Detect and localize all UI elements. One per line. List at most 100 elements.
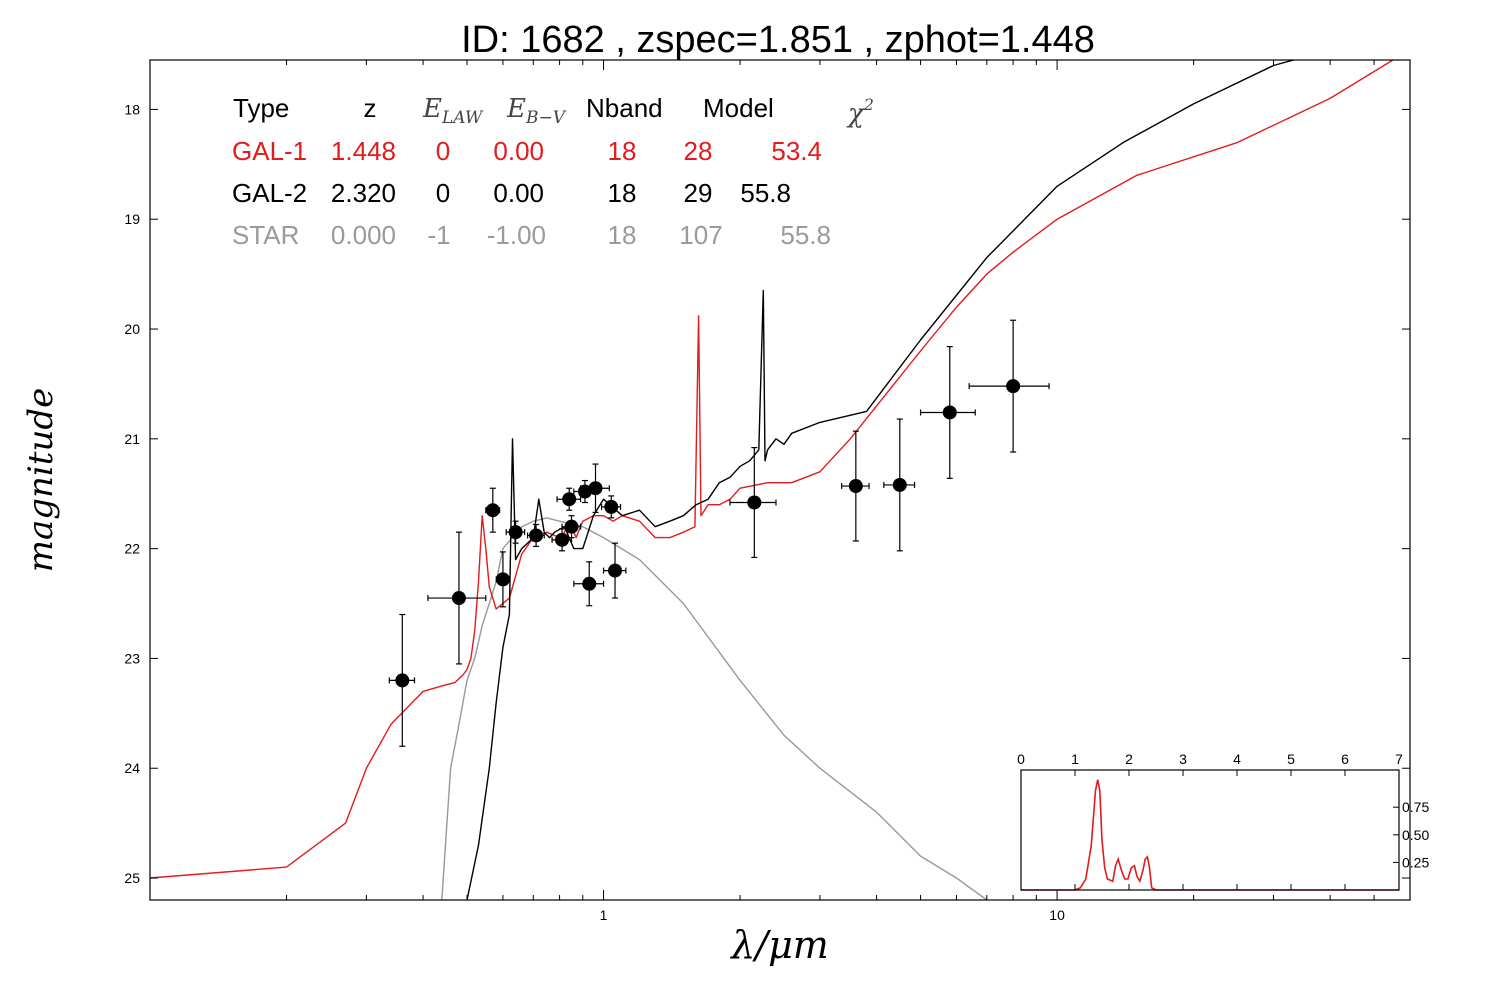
row-elaw: -1 — [427, 220, 450, 250]
pdz-x-tick-label: 5 — [1287, 751, 1295, 767]
row-ebv: 0.00 — [493, 178, 544, 208]
photometry-marker — [529, 528, 544, 543]
sed-line-gal-2 — [466, 60, 1375, 900]
table-header-nband: Nband — [586, 93, 663, 123]
pdz-x-tick-label: 2 — [1125, 751, 1133, 767]
table-header-chi2: χ2 — [846, 95, 874, 129]
pdz-x-tick-label: 3 — [1179, 751, 1187, 767]
table-header-type: Type — [233, 93, 289, 123]
row-model: 107 — [679, 220, 722, 250]
row-z: 0.000 — [331, 220, 396, 250]
photometry-point — [495, 551, 510, 608]
table-header-model: Model — [703, 93, 774, 123]
photometry-marker — [508, 525, 523, 540]
photometry-point — [729, 447, 777, 559]
photometry-point — [841, 430, 870, 542]
x-tick-label: 10 — [1049, 907, 1065, 923]
photometry-marker — [588, 481, 603, 496]
photometry-marker — [555, 532, 570, 547]
photometry-point — [968, 319, 1050, 453]
pdz-inset-background — [1021, 770, 1399, 890]
photometry-point — [526, 523, 545, 548]
photometry-marker — [495, 572, 510, 587]
table-row-gal1: GAL-1 1.448 0 0.00 18 28 53.4 — [232, 136, 822, 166]
pdz-y-tick-label: 0.50 — [1402, 827, 1429, 843]
y-tick-label: 23 — [124, 650, 140, 666]
photometry-marker — [485, 503, 500, 518]
table-row-star: STAR 0.000 -1 -1.00 18 107 55.8 — [232, 220, 831, 250]
table-header-ebv: EB−V — [506, 94, 567, 128]
photometry-point — [388, 613, 416, 747]
row-ebv: 0.00 — [493, 136, 544, 166]
row-chi2: 55.8 — [740, 178, 791, 208]
x-axis-label: λ/μm — [729, 923, 829, 967]
y-tick-label: 21 — [124, 431, 140, 447]
photometry-marker — [562, 492, 577, 507]
y-tick-label: 19 — [124, 211, 140, 227]
row-ebv: -1.00 — [487, 220, 546, 250]
pdz-lines — [1021, 779, 1399, 891]
pdz-inset-frame — [1020, 769, 1400, 891]
photometry-point — [579, 463, 610, 513]
photometry-marker — [564, 519, 579, 534]
photometry-point — [427, 531, 487, 665]
photometry-marker — [942, 405, 957, 420]
photometry-marker — [395, 673, 410, 688]
row-elaw: 0 — [436, 136, 450, 166]
pdz-x-tick-label: 1 — [1071, 751, 1079, 767]
photometry-point — [561, 515, 582, 539]
pdz-line — [1021, 779, 1399, 891]
photometry-point — [919, 345, 976, 479]
photometry-point — [600, 495, 622, 519]
photometry-marker — [582, 576, 597, 591]
pdz-y-tick-label: 0.25 — [1402, 854, 1429, 870]
y-tick-label: 22 — [124, 541, 140, 557]
photometry-marker — [892, 477, 907, 492]
main-plot-frame — [149, 59, 1411, 901]
photometry-point — [505, 520, 526, 544]
row-type: GAL-2 — [232, 178, 307, 208]
pdz-inset: 0 1 2 3 4 5 6 7 0.25 0.50 0.75 — [1017, 751, 1429, 891]
y-axis-label: magnitude — [21, 388, 61, 573]
photometry-marker — [848, 479, 863, 494]
photometry-point — [485, 487, 501, 533]
photometry-marker — [451, 591, 466, 606]
photometry-point — [556, 487, 582, 511]
photometry-marker — [604, 499, 619, 514]
row-type: STAR — [232, 220, 299, 250]
photometry-marker — [1006, 379, 1021, 394]
pdz-x-tick-label: 4 — [1233, 751, 1241, 767]
row-type: GAL-1 — [232, 136, 307, 166]
row-nband: 18 — [608, 136, 637, 166]
row-nband: 18 — [608, 220, 637, 250]
row-chi2: 55.8 — [780, 220, 831, 250]
sed-line-gal-1 — [150, 60, 1394, 879]
pdz-y-tick-label: 0.75 — [1402, 799, 1429, 815]
y-tick-label: 18 — [124, 101, 140, 117]
sed-lines — [150, 60, 1394, 900]
pdz-x-tick-label: 7 — [1395, 751, 1403, 767]
pdz-axis-ticks: 0 1 2 3 4 5 6 7 0.25 0.50 0.75 — [1017, 751, 1429, 890]
row-elaw: 0 — [436, 178, 450, 208]
photometry-points — [388, 319, 1050, 747]
pdz-x-tick-label: 6 — [1341, 751, 1349, 767]
row-chi2: 53.4 — [771, 136, 822, 166]
row-z: 2.320 — [331, 178, 396, 208]
sed-line-star — [441, 517, 988, 900]
photometry-point — [883, 418, 916, 552]
photometry-marker — [747, 495, 762, 510]
photometry-marker — [608, 563, 623, 578]
row-model: 28 — [684, 136, 713, 166]
y-tick-label: 24 — [124, 760, 140, 776]
y-tick-label: 25 — [124, 870, 140, 886]
table-header-elaw: ELAW — [422, 94, 484, 128]
y-tick-label: 20 — [124, 321, 140, 337]
pdz-x-tick-label: 0 — [1017, 751, 1025, 767]
x-tick-label: 1 — [600, 907, 608, 923]
photometry-point — [573, 561, 605, 607]
photometry-point — [602, 542, 627, 599]
fit-table: Type z ELAW EB−V Nband Model χ2 GAL-1 1.… — [232, 93, 874, 250]
